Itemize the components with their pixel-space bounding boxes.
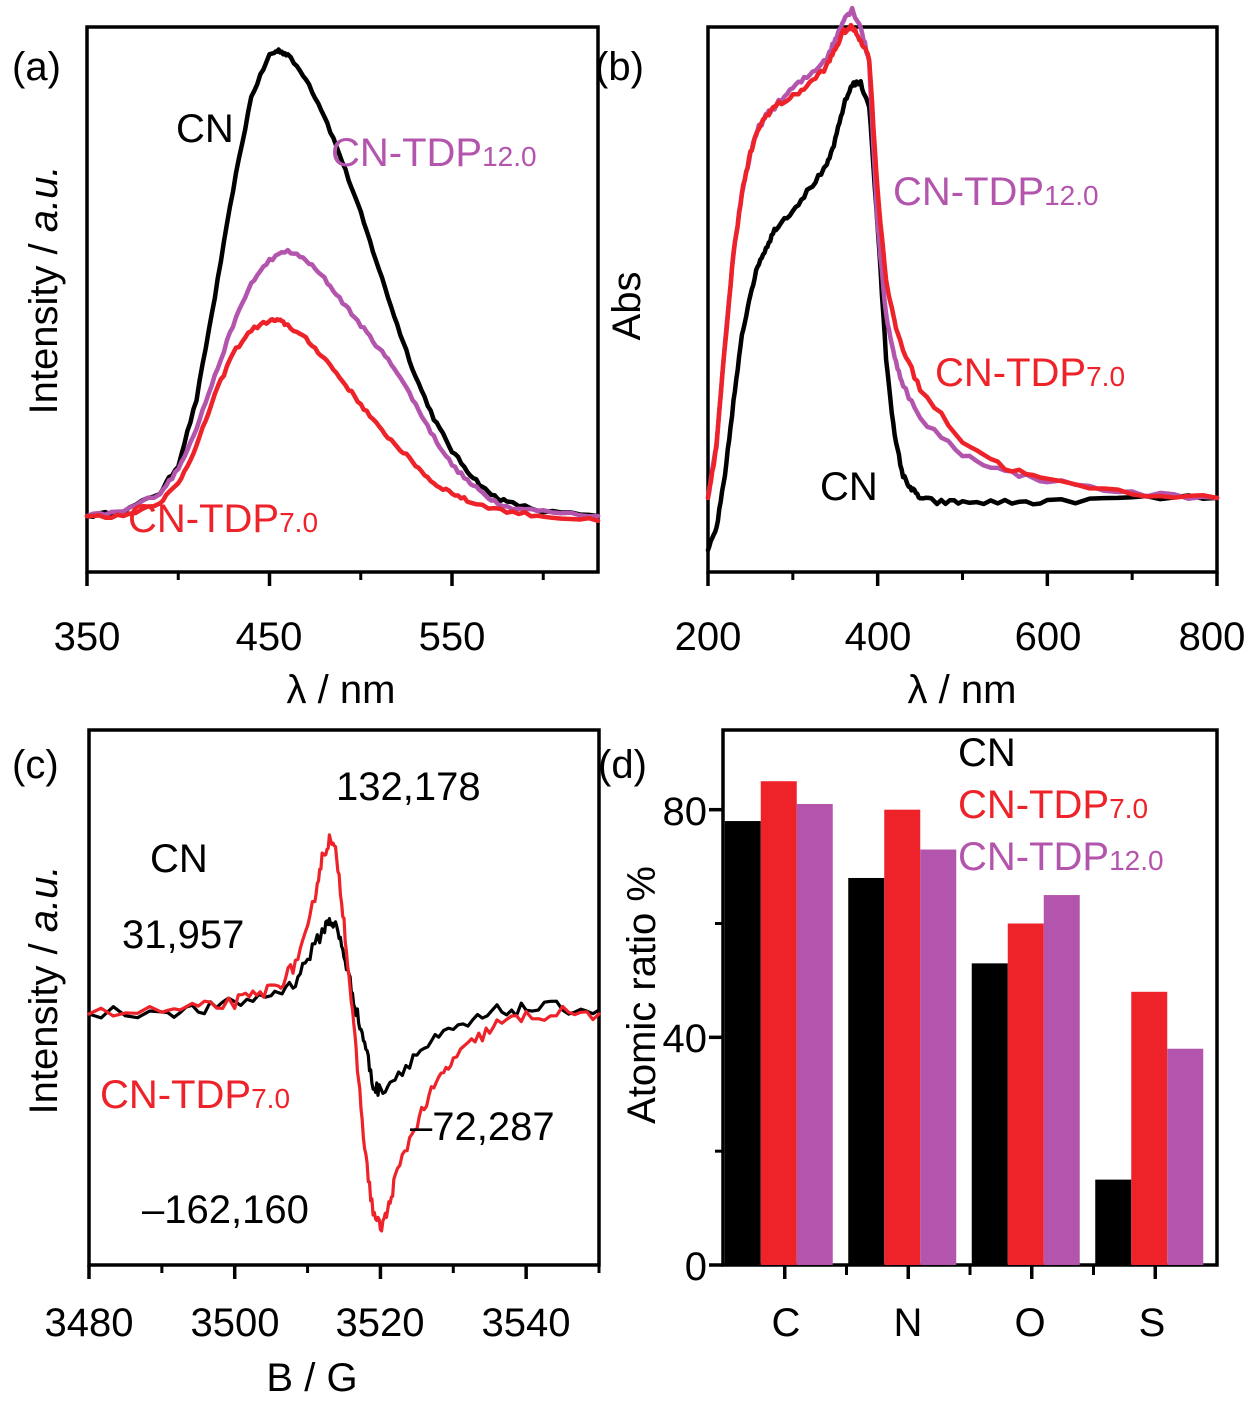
panel-d-category-label: S bbox=[1139, 1301, 1166, 1345]
panel-b-frame bbox=[706, 25, 1219, 574]
panel-d-bar-n-cn-tdp7-0 bbox=[884, 809, 921, 1265]
panel-d-bar-o-cn-tdp12-0 bbox=[1043, 895, 1080, 1265]
panel-d-legend-tdp7: CN-TDP7.0 bbox=[958, 783, 1148, 827]
panel-b-label-tdp7: CN-TDP7.0 bbox=[935, 351, 1125, 395]
panel-d-bar-o-cn-tdp7-0 bbox=[1007, 923, 1044, 1265]
panel-a-xtick-label: 450 bbox=[236, 615, 303, 659]
panel-b-xlabel: λ / nm bbox=[908, 668, 1017, 712]
panel-a-xtick-label: 350 bbox=[54, 615, 121, 659]
panel-a-ticks bbox=[85, 572, 545, 586]
panel-d-bar-c-cn-tdp7-0 bbox=[760, 781, 797, 1265]
panel-d-ylabel: Atomic ratio % bbox=[620, 866, 664, 1124]
panel-c-series-cn-tdp7-0 bbox=[87, 833, 601, 1233]
panel-a-ylabel: Intensity / a.u. bbox=[22, 165, 66, 414]
panel-d-ytick-label: 40 bbox=[663, 1017, 708, 1061]
panel-c-annotation-min-cn: –72,287 bbox=[410, 1105, 555, 1149]
panel-c-label: (c) bbox=[12, 743, 59, 787]
panel-d-category-label: N bbox=[894, 1301, 923, 1345]
panel-b-series-cn-tdp12-0 bbox=[705, 5, 1220, 502]
panel-c-annotation-max-tdp7: 132,178 bbox=[336, 765, 481, 809]
panel-d-label: (d) bbox=[598, 743, 647, 787]
panel-c-xtick-label: 3540 bbox=[482, 1301, 571, 1345]
panel-b-series-cn-tdp7-0 bbox=[705, 22, 1220, 501]
panel-a-series-cn-tdp12-0 bbox=[84, 247, 601, 519]
panel-c-ticks bbox=[87, 1265, 601, 1279]
panel-a-xtick-label: 550 bbox=[419, 615, 486, 659]
panel-b-xtick-label: 200 bbox=[675, 615, 742, 659]
panel-b-series-cn bbox=[705, 78, 1220, 553]
panel-d-bar-s-cn-tdp7-0 bbox=[1131, 991, 1168, 1265]
panel-d-category-label: O bbox=[1014, 1301, 1045, 1345]
panel-b-label-tdp12: CN-TDP12.0 bbox=[893, 170, 1099, 214]
panel-a-label-tdp12: CN-TDP12.0 bbox=[331, 131, 537, 175]
panel-c-label-cn: CN bbox=[150, 837, 208, 881]
panel-d-ticks bbox=[709, 807, 1157, 1279]
panel-c-label-tdp7: CN-TDP7.0 bbox=[100, 1073, 290, 1117]
panel-b-curves bbox=[705, 5, 1220, 553]
panel-c-annotation-min-tdp7: –162,160 bbox=[142, 1188, 309, 1232]
panel-b-ylabel: Abs bbox=[605, 272, 649, 341]
panel-a-label-cn: CN bbox=[176, 107, 234, 151]
panel-d-bar-o-cn bbox=[971, 963, 1008, 1265]
panel-d-bars bbox=[724, 781, 1204, 1265]
panel-a-xlabel: λ / nm bbox=[287, 668, 396, 712]
panel-d-bar-n-cn bbox=[848, 877, 885, 1265]
panel-c-annotation-max-cn: 31,957 bbox=[122, 913, 244, 957]
panel-a-series-cn-tdp7-0 bbox=[84, 317, 601, 524]
panel-a: (a) 350 450 550 λ / nm Intensity / a.u. … bbox=[12, 25, 601, 712]
panel-a-label: (a) bbox=[12, 45, 61, 89]
panel-c-xlabel: B / G bbox=[266, 1356, 357, 1400]
panel-c-frame bbox=[87, 728, 601, 1267]
panel-b-xtick-label: 400 bbox=[845, 615, 912, 659]
panel-b-label-cn: CN bbox=[820, 465, 878, 509]
panel-d: (d) 0 40 80 Atomic ratio % C N O S CN CN… bbox=[598, 728, 1219, 1345]
panel-c-xtick-label: 3480 bbox=[45, 1301, 134, 1345]
panel-a-curves bbox=[84, 47, 601, 524]
panel-b-xtick-label: 800 bbox=[1179, 615, 1246, 659]
panel-d-legend-tdp12: CN-TDP12.0 bbox=[958, 835, 1164, 879]
panel-d-bar-c-cn bbox=[724, 821, 761, 1265]
panel-d-category-label: C bbox=[772, 1301, 801, 1345]
panel-d-bar-c-cn-tdp12-0 bbox=[796, 803, 833, 1265]
panel-d-ytick-label: 0 bbox=[685, 1245, 707, 1289]
panel-c-curves bbox=[87, 833, 601, 1233]
panel-a-frame bbox=[85, 25, 600, 574]
panel-d-bar-s-cn bbox=[1095, 1179, 1132, 1265]
panel-b-ticks bbox=[706, 572, 1219, 586]
panel-a-label-tdp7: CN-TDP7.0 bbox=[128, 497, 318, 541]
panel-d-bar-n-cn-tdp12-0 bbox=[920, 849, 957, 1265]
panel-b-xtick-label: 600 bbox=[1015, 615, 1082, 659]
panel-d-ytick-label: 80 bbox=[663, 790, 708, 834]
panel-c-ylabel: Intensity / a.u. bbox=[22, 865, 66, 1114]
panel-d-bar-s-cn-tdp12-0 bbox=[1167, 1048, 1204, 1265]
panel-b: (b) 200 400 600 800 λ / nm Abs CN-TDP12.… bbox=[595, 5, 1246, 712]
panel-c: (c) 3480 3500 3520 3540 B / G Intensity … bbox=[12, 728, 601, 1400]
panel-b-label: (b) bbox=[595, 45, 644, 89]
panel-c-xtick-label: 3520 bbox=[336, 1301, 425, 1345]
panel-d-legend-cn: CN bbox=[958, 731, 1016, 775]
panel-a-series-cn bbox=[84, 47, 601, 520]
panel-c-xtick-label: 3500 bbox=[191, 1301, 280, 1345]
